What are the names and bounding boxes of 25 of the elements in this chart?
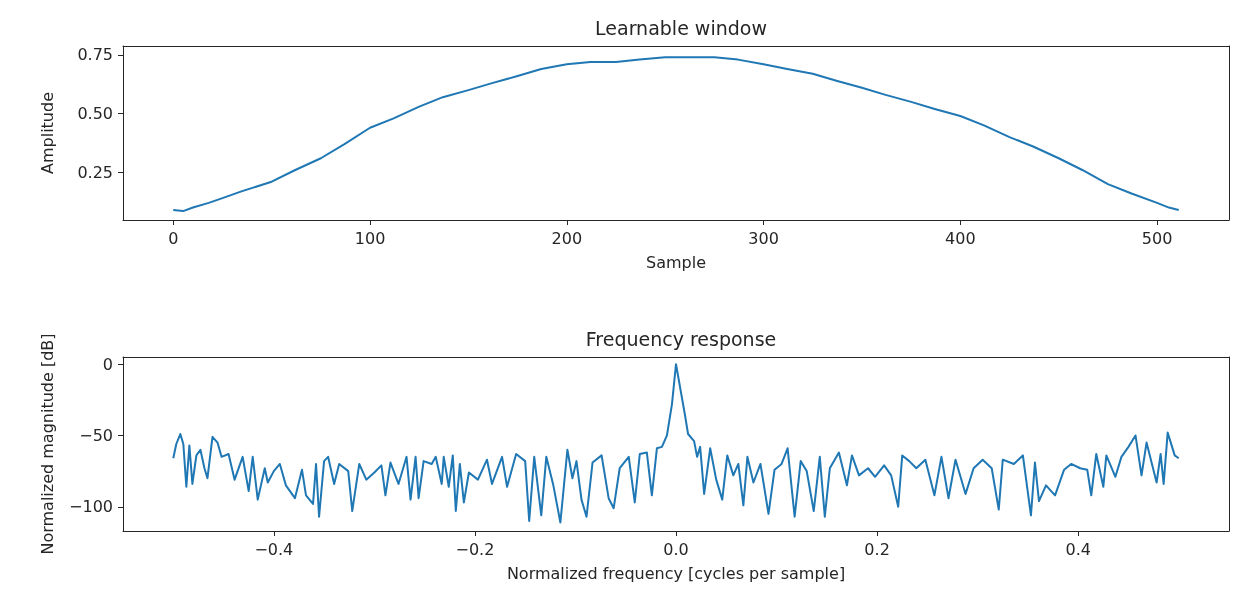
x-tick-label: 0.2 bbox=[864, 539, 890, 559]
x-tick-label: 500 bbox=[1141, 228, 1173, 248]
x-tick-label: 0 bbox=[168, 228, 179, 248]
chart-title: Frequency response bbox=[585, 327, 777, 350]
y-axis-title: Amplitude bbox=[37, 92, 57, 174]
x-tick-label: −0.4 bbox=[254, 539, 294, 559]
line-series bbox=[172, 56, 1180, 213]
y-tick-label: 0.50 bbox=[77, 104, 113, 124]
x-tick-label: 200 bbox=[551, 228, 583, 248]
y-tick-label: 0.25 bbox=[77, 162, 113, 182]
x-axis-title: Sample bbox=[646, 252, 706, 272]
y-tick-label: 0.75 bbox=[77, 45, 113, 65]
x-tick-label: 0.0 bbox=[663, 539, 689, 559]
x-tick-label: 300 bbox=[748, 228, 779, 248]
x-tick-label: 0.4 bbox=[1065, 539, 1091, 559]
y-tick-label: −100 bbox=[69, 497, 113, 517]
x-tick-label: −0.2 bbox=[455, 539, 495, 559]
x-tick-label: 400 bbox=[945, 228, 976, 248]
y-tick-label: −50 bbox=[79, 425, 113, 445]
y-axis-title: Normalized magnitude [dB] bbox=[37, 333, 57, 555]
y-tick-label: 0 bbox=[102, 354, 113, 374]
x-axis-title: Normalized frequency [cycles per sample] bbox=[506, 563, 846, 583]
x-tick-label: 100 bbox=[354, 228, 386, 248]
line-series bbox=[172, 363, 1180, 524]
chart-title: Learnable window bbox=[595, 16, 767, 39]
